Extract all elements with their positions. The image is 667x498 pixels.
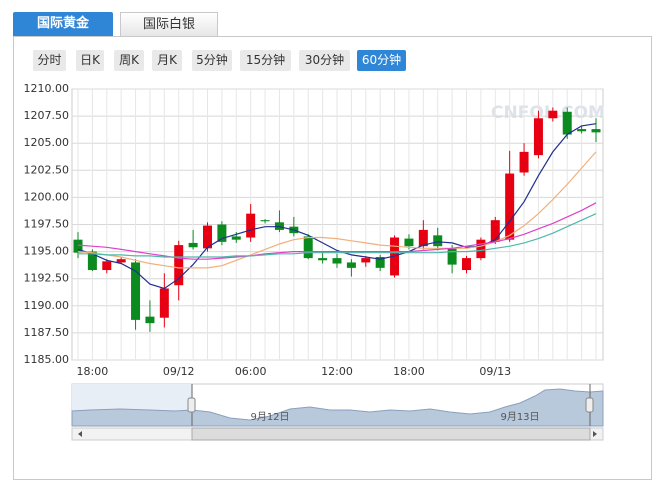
watermark: CNFOL.COM <box>491 103 605 123</box>
x-tick-label: 09/12 <box>163 365 195 378</box>
tab-active[interactable]: 国际黄金 <box>13 12 113 36</box>
candle-body <box>260 220 270 222</box>
y-tick-label: 1185.00 <box>24 353 70 366</box>
x-tick-label: 18:00 <box>393 365 425 378</box>
candle-body <box>332 258 342 264</box>
period-button[interactable]: 日K <box>76 50 104 71</box>
candle-body <box>505 173 515 240</box>
candle-body <box>591 129 601 133</box>
candle-body <box>375 257 385 268</box>
candle-body <box>188 242 198 248</box>
candle-body <box>519 151 529 173</box>
period-button[interactable]: 5分钟 <box>192 50 232 71</box>
candle-body <box>562 111 572 135</box>
candle-body <box>87 251 97 271</box>
candle-body <box>577 129 587 132</box>
period-button[interactable]: 15分钟 <box>240 50 291 71</box>
tab[interactable]: 国际白银 <box>120 12 218 36</box>
y-tick-label: 1190.00 <box>24 299 70 312</box>
y-tick-label: 1195.00 <box>24 245 70 258</box>
candle-body <box>145 316 155 324</box>
y-tick-label: 1205.00 <box>24 136 70 149</box>
y-tick-label: 1202.50 <box>24 163 70 176</box>
x-tick-label: 18:00 <box>77 365 109 378</box>
candle-body <box>548 110 558 119</box>
navigator-label: 9月12日 <box>250 411 289 423</box>
moving-average-line <box>77 123 597 290</box>
candle-body <box>346 262 356 268</box>
scrollbar-thumb[interactable] <box>191 427 591 441</box>
moving-average-line <box>77 151 597 269</box>
candle-body <box>418 229 428 247</box>
navigator-handle[interactable] <box>585 397 594 413</box>
candle-body <box>73 239 83 253</box>
y-tick-label: 1200.00 <box>24 190 70 203</box>
moving-average-line <box>77 202 597 260</box>
candle-body <box>131 262 141 320</box>
candle-body <box>462 258 471 271</box>
x-tick-label: 09/13 <box>479 365 511 378</box>
panel <box>13 36 652 480</box>
navigator-handle[interactable] <box>187 397 196 413</box>
navigator-area <box>71 388 604 427</box>
candle-body <box>433 235 443 247</box>
candle-body <box>159 288 169 318</box>
y-tick-label: 1187.50 <box>24 326 70 339</box>
candle-body <box>318 258 328 261</box>
y-tick-label: 1210.00 <box>24 82 70 95</box>
period-button[interactable]: 分时 <box>33 50 66 71</box>
candle-body <box>203 225 212 249</box>
period-button[interactable]: 60分钟 <box>357 50 406 71</box>
candle-body <box>490 220 500 242</box>
y-tick-label: 1207.50 <box>24 109 70 122</box>
y-tick-label: 1197.50 <box>24 218 70 231</box>
candle-body <box>246 213 256 238</box>
y-tick-label: 1192.50 <box>24 272 70 285</box>
navigator-label: 9月13日 <box>500 411 539 423</box>
candle-body <box>533 118 543 156</box>
candle-body <box>303 236 313 259</box>
candle-body <box>361 258 371 263</box>
candle-body <box>174 245 184 286</box>
navigator: 9月12日 9月13日 <box>71 383 604 441</box>
period-button[interactable]: 月K <box>152 50 182 71</box>
candle-body <box>476 239 486 259</box>
period-button[interactable]: 30分钟 <box>299 50 350 71</box>
candle-body <box>231 236 241 240</box>
candle-body <box>116 259 126 263</box>
candle-body <box>102 261 112 271</box>
x-tick-label: 12:00 <box>321 365 353 378</box>
moving-average-line <box>78 213 597 258</box>
x-tick-label: 06:00 <box>235 365 267 378</box>
period-button[interactable]: 周K <box>114 50 144 71</box>
candle-body <box>217 224 227 242</box>
candle-body <box>447 248 457 265</box>
candle-body <box>404 238 414 247</box>
